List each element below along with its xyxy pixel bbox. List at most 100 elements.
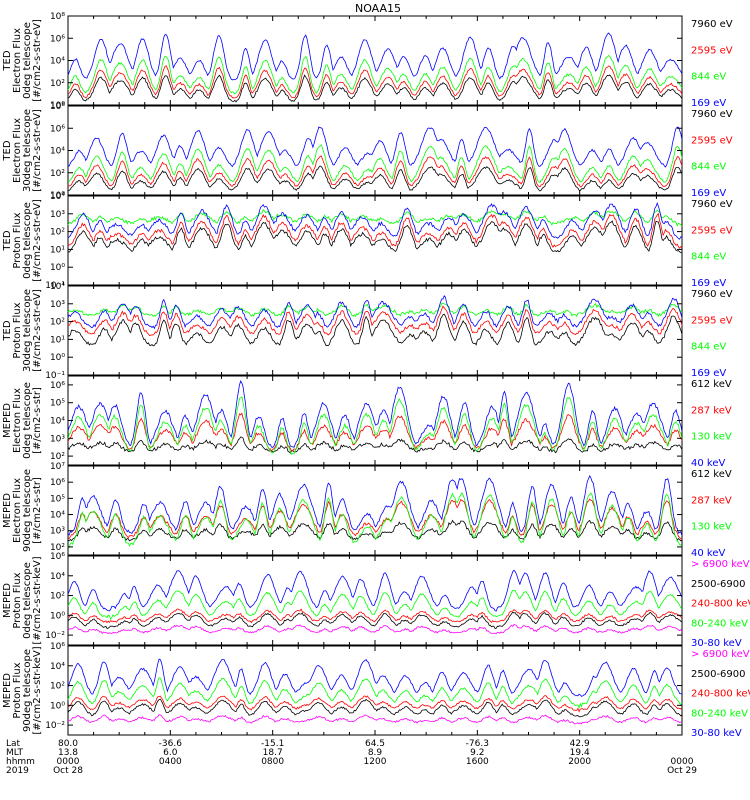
x-axis-labels: Lat 80.0 -36.6 -15.1 64.5 -76.3 42.9 MLT 13.8 6.0… xyxy=(6,739,697,776)
y-tick-label: 10⁷ xyxy=(50,462,65,472)
x-row-label: hhmm xyxy=(6,757,35,767)
y-tick-label: 10⁰ xyxy=(50,263,65,273)
legend-label: 287 keV xyxy=(691,495,732,506)
series-line xyxy=(67,220,683,254)
series-line xyxy=(67,436,683,454)
y-axis-label-line: Electron Flux xyxy=(12,388,23,453)
y-axis-label-line: [#/cm2-s-str-eV] xyxy=(32,289,43,372)
y-axis-label: TEDElectron Flux0deg telescope[#/cm2-s-s… xyxy=(2,19,43,102)
series-line xyxy=(67,412,683,452)
panel-2: 7960 eV 2595 eV 844 eV 169 eV 10⁰ 10² 10⁴ 10⁶ 10… xyxy=(2,102,733,201)
x-row-value: 8.9 xyxy=(368,748,383,758)
y-tick-label: 10¹ xyxy=(50,335,65,345)
y-axis-label-line: 0deg telescope xyxy=(22,202,33,279)
series-line xyxy=(67,491,683,549)
series-line xyxy=(67,474,683,537)
y-tick-label: 10⁻¹ xyxy=(45,281,65,291)
panel-frame xyxy=(67,195,683,286)
x-row-value: 18.7 xyxy=(263,748,283,758)
x-row-value: 1200 xyxy=(364,757,387,767)
legend-label: 80-240 keV xyxy=(691,618,748,629)
legend-label: 287 keV xyxy=(691,405,732,416)
series-line xyxy=(67,155,683,188)
y-tick-label: 10⁴ xyxy=(50,57,65,67)
legend-label: 7960 eV xyxy=(691,109,733,120)
y-axis-label-line: Electron Flux xyxy=(12,28,23,93)
legend-label: 169 eV xyxy=(691,368,726,379)
panel-3: 7960 eV 2595 eV 844 eV 169 eV 10⁻¹ 10⁰ 10¹ 10² 1… xyxy=(2,192,733,291)
series-line xyxy=(67,624,683,635)
panel-7: > 6900 keV 2500-6900 240-800 keV 80-240 keV… xyxy=(2,552,750,649)
y-tick-label: 10² xyxy=(50,169,65,179)
y-tick-label: 10⁴ xyxy=(50,282,65,292)
y-axis-label-line: Proton Flux xyxy=(12,302,23,358)
y-tick-label: 10⁶ xyxy=(50,642,65,652)
y-tick-label: 10⁴ xyxy=(50,572,65,582)
x-row-value: 1600 xyxy=(466,757,489,767)
panel-4: 7960 eV 2595 eV 844 eV 169 eV 10⁻¹ 10⁰ 10¹ 10² 1… xyxy=(2,282,733,381)
panel-1: 7960 eV 2595 eV 844 eV 169 eV 10⁰ 10² 10⁴ 10⁶ 10… xyxy=(2,12,733,111)
y-tick-label: 10⁰ xyxy=(50,353,65,363)
y-tick-label: 10⁰ xyxy=(50,701,65,711)
chart-title: NOAA15 xyxy=(355,2,401,15)
x-row-value: 13.8 xyxy=(58,748,78,758)
series-line xyxy=(67,569,683,612)
x-row-label: MLT xyxy=(6,748,24,758)
y-tick-label: 10⁰ xyxy=(50,101,65,111)
series-line xyxy=(67,498,683,540)
x-row-value: -36.6 xyxy=(159,739,183,749)
y-tick-label: 10⁸ xyxy=(50,102,65,112)
series-line xyxy=(67,144,683,184)
y-axis-label-line: Electron Flux xyxy=(12,118,23,183)
y-tick-label: 10⁶ xyxy=(50,34,65,44)
legend-label: 7960 eV xyxy=(691,199,733,210)
panel-5: 612 keV 287 keV 130 keV 40 keV 10² 10³ 10⁴ 10⁵ 1… xyxy=(2,375,732,469)
y-tick-label: 10⁶ xyxy=(50,124,65,134)
legend-label: 30-80 keV xyxy=(691,728,742,739)
series-line xyxy=(68,608,683,624)
y-tick-label: 10⁴ xyxy=(50,511,65,521)
legend-label: 2595 eV xyxy=(691,315,733,326)
x-row-value: 0400 xyxy=(159,757,182,767)
legend-label: 612 keV xyxy=(691,379,732,390)
y-axis-label-line: [#/cm2-s-str-eV] xyxy=(32,199,43,282)
x-row-value: Oct 29 xyxy=(667,766,697,776)
y-tick-label: 10² xyxy=(50,543,65,553)
y-tick-label: 10⁵ xyxy=(50,399,65,409)
y-tick-label: 10³ xyxy=(50,527,65,537)
y-axis-label-line: Electron Flux xyxy=(12,478,23,543)
x-row-label: Lat xyxy=(6,739,21,749)
series-line xyxy=(67,202,682,240)
series-line xyxy=(67,698,683,718)
series-line xyxy=(67,32,683,81)
x-row-value: 80.0 xyxy=(58,739,78,749)
y-tick-label: 10⁻¹ xyxy=(45,371,65,381)
series-line xyxy=(67,126,683,168)
y-axis-label-line: TED xyxy=(2,140,13,161)
x-row-value: 9.2 xyxy=(470,748,484,758)
legend-label: 130 keV xyxy=(691,522,732,533)
y-axis-label: TEDProton Flux30deg telescope[#/cm2-s-st… xyxy=(2,289,43,372)
y-axis-label: MEPEDElectron Flux90deg telescope[#/cm2-… xyxy=(2,469,43,552)
y-axis-label: TEDProton Flux0deg telescope[#/cm2-s-str… xyxy=(2,199,43,282)
y-tick-label: 10⁴ xyxy=(50,417,65,427)
x-row-label: 2019 xyxy=(6,766,29,776)
y-axis-label-line: 30deg telescope xyxy=(22,289,33,372)
x-row-value: 19.4 xyxy=(570,748,590,758)
legend-label: 2595 eV xyxy=(691,135,733,146)
x-row-value: 2000 xyxy=(568,757,591,767)
series-line xyxy=(67,695,683,713)
y-tick-label: 10² xyxy=(50,228,65,238)
legend-label: 80-240 keV xyxy=(691,708,748,719)
legend-label: 2595 eV xyxy=(691,45,733,56)
y-axis-label-line: 0deg telescope xyxy=(22,382,33,459)
panel-8: > 6900 keV 2500-6900 240-800 keV 80-240 keV… xyxy=(2,642,750,739)
y-axis-label-line: 90deg telescope xyxy=(22,649,33,732)
y-tick-label: 10² xyxy=(50,592,65,602)
y-tick-label: 10³ xyxy=(50,210,65,220)
y-axis-label-line: Proton Flux xyxy=(12,662,23,718)
y-tick-label: 10³ xyxy=(50,434,65,444)
x-row-value: 64.5 xyxy=(365,739,385,749)
y-tick-label: 10² xyxy=(50,318,65,328)
series-line xyxy=(67,589,683,621)
